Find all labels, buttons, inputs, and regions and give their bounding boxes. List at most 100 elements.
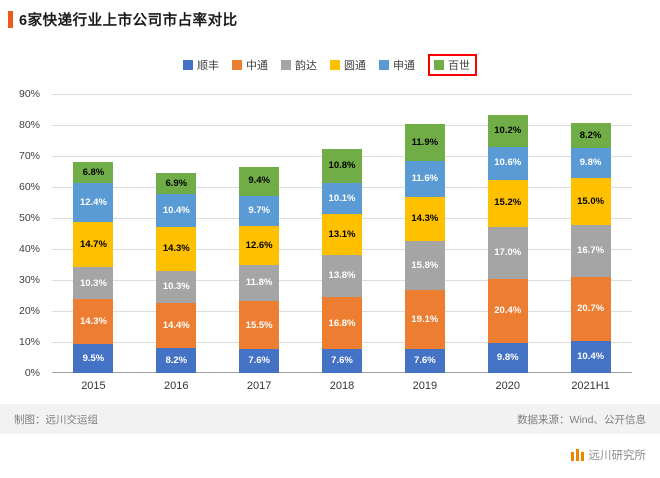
segment-value-label: 10.4% <box>577 351 605 363</box>
plot-area: 9.5% 14.3% 10.3% 14.7% 12.4% 6.8% 8.2% 14.4% 10.… <box>52 94 632 373</box>
bar-segment-申通: 10.4% <box>156 194 197 227</box>
bar-segment-申通: 10.1% <box>322 182 362 214</box>
bar-segment-申通: 9.8% <box>570 147 611 179</box>
bar-segment-百世: 11.9% <box>404 124 445 161</box>
x-tick-label: 2019 <box>412 380 438 392</box>
bar-slot: 7.6% 19.1% 15.8% 14.3% 11.6% 11.9% <box>383 124 466 373</box>
y-axis: 0% 10% 20% 30% 40% 50% 60% 70% 80% 90% <box>0 88 46 379</box>
bar-slot: 7.6% 15.5% 11.8% 12.6% 9.7% 9.4% <box>218 166 301 373</box>
bar-segment-顺丰: 7.6% <box>404 349 445 373</box>
bar-segment-顺丰: 8.2% <box>156 347 197 373</box>
y-tick-label: 40% <box>18 243 40 255</box>
bar-segment-百世: 10.8% <box>322 149 362 183</box>
segment-value-label: 19.1% <box>411 314 439 326</box>
segment-value-label: 7.6% <box>414 355 436 367</box>
bar-segment-顺丰: 9.8% <box>487 342 528 373</box>
x-tick-label: 2018 <box>329 380 355 392</box>
brand: 远川研究所 <box>570 447 646 463</box>
y-tick-label: 0% <box>24 367 40 379</box>
legend-label: 圆通 <box>344 60 366 72</box>
footer-band: 制图：远川交运组 数据来源：Wind、公开信息 <box>0 404 660 434</box>
segment-value-label: 14.7% <box>79 238 107 250</box>
bar-slot: 7.6% 16.8% 13.8% 13.1% 10.1% 10.8% <box>301 149 384 373</box>
segment-value-label: 12.6% <box>245 239 273 251</box>
legend-label: 百世 <box>448 60 470 72</box>
segment-value-label: 10.4% <box>162 204 190 216</box>
y-tick-label: 20% <box>18 305 40 317</box>
segment-value-label: 10.8% <box>328 160 356 172</box>
segment-value-label: 10.3% <box>162 281 190 293</box>
bar-segment-百世: 6.9% <box>156 173 197 195</box>
legend-label: 中通 <box>246 60 268 72</box>
stacked-bar: 9.5% 14.3% 10.3% 14.7% 12.4% 6.8% <box>73 162 114 373</box>
legend-label: 申通 <box>393 60 415 72</box>
segment-value-label: 9.7% <box>248 205 270 216</box>
bar-segment-圆通: 15.2% <box>487 179 528 227</box>
bar-segment-圆通: 12.6% <box>239 225 280 265</box>
bar-segment-圆通: 14.3% <box>404 196 445 242</box>
legend-item-中通: 中通 <box>232 57 268 73</box>
segment-value-label: 7.6% <box>248 355 270 367</box>
legend-swatch <box>434 60 444 70</box>
bar-segment-百世: 10.2% <box>487 115 528 147</box>
bar-segment-申通: 11.6% <box>404 161 445 197</box>
bar-segment-韵达: 17.0% <box>487 226 528 280</box>
bar-segment-韵达: 10.3% <box>73 267 114 300</box>
bar-segment-中通: 14.4% <box>156 302 197 348</box>
legend-label: 顺丰 <box>197 60 219 72</box>
footer-credit: 制图：远川交运组 <box>14 413 98 426</box>
bar-segment-韵达: 13.8% <box>322 254 362 298</box>
bar-series: 9.5% 14.3% 10.3% 14.7% 12.4% 6.8% 8.2% 14.4% 10.… <box>52 94 632 373</box>
footer-source: 数据来源：Wind、公开信息 <box>517 413 646 426</box>
legend-label: 韵达 <box>295 60 317 72</box>
segment-value-label: 10.6% <box>494 157 522 169</box>
legend-item-百世: 百世 <box>428 54 477 76</box>
bar-segment-中通: 16.8% <box>322 297 362 350</box>
stacked-bar: 7.6% 19.1% 15.8% 14.3% 11.6% 11.9% <box>404 124 445 373</box>
segment-value-label: 15.0% <box>577 195 605 207</box>
gridline <box>52 125 632 126</box>
x-tick-label: 2017 <box>246 380 272 392</box>
segment-value-label: 12.4% <box>79 196 107 208</box>
bar-segment-韵达: 10.3% <box>156 271 197 303</box>
segment-value-label: 6.8% <box>82 167 105 179</box>
segment-value-label: 17.0% <box>494 247 522 259</box>
bar-slot: 9.5% 14.3% 10.3% 14.7% 12.4% 6.8% <box>52 162 135 373</box>
bar-segment-顺丰: 9.5% <box>73 343 114 373</box>
bar-segment-韵达: 11.8% <box>239 264 280 302</box>
bar-slot: 10.4% 20.7% 16.7% 15.0% 9.8% 8.2% <box>549 122 632 373</box>
bar-segment-顺丰: 10.4% <box>570 340 611 373</box>
chart-legend: 顺丰 中通 韵达 圆通 申通 百世 <box>0 54 660 76</box>
legend-swatch <box>183 60 193 70</box>
segment-value-label: 16.8% <box>328 317 356 329</box>
segment-value-label: 16.7% <box>577 244 605 256</box>
bar-segment-中通: 19.1% <box>404 290 445 350</box>
segment-value-label: 9.8% <box>579 157 602 169</box>
bar-segment-中通: 14.3% <box>73 299 114 344</box>
bar-segment-申通: 9.7% <box>239 195 280 226</box>
segment-value-label: 8.2% <box>165 354 188 366</box>
segment-value-label: 20.7% <box>577 302 605 314</box>
bar-segment-百世: 8.2% <box>570 122 611 148</box>
y-tick-label: 10% <box>18 336 40 348</box>
segment-value-label: 10.3% <box>79 277 107 289</box>
legend-swatch <box>330 60 340 70</box>
y-tick-label: 60% <box>18 181 40 193</box>
bar-segment-中通: 20.7% <box>570 276 611 341</box>
segment-value-label: 11.6% <box>411 173 439 185</box>
x-tick-label: 2021H1 <box>571 380 610 392</box>
x-axis: 2015 2016 2017 2018 2019 2020 2021H1 <box>52 380 632 392</box>
legend-item-顺丰: 顺丰 <box>183 57 219 73</box>
y-tick-label: 30% <box>18 274 40 286</box>
segment-value-label: 15.2% <box>494 197 522 209</box>
brand-logo-icon <box>570 449 584 463</box>
stacked-bar: 7.6% 15.5% 11.8% 12.6% 9.7% 9.4% <box>239 166 280 373</box>
title-accent-bar <box>8 11 13 28</box>
bar-slot: 8.2% 14.4% 10.3% 14.3% 10.4% 6.9% <box>135 173 218 373</box>
legend-item-圆通: 圆通 <box>330 57 366 73</box>
bar-segment-韵达: 16.7% <box>570 224 611 277</box>
legend-swatch <box>232 60 242 70</box>
bar-segment-圆通: 13.1% <box>322 214 362 255</box>
legend-item-韵达: 韵达 <box>281 57 317 73</box>
